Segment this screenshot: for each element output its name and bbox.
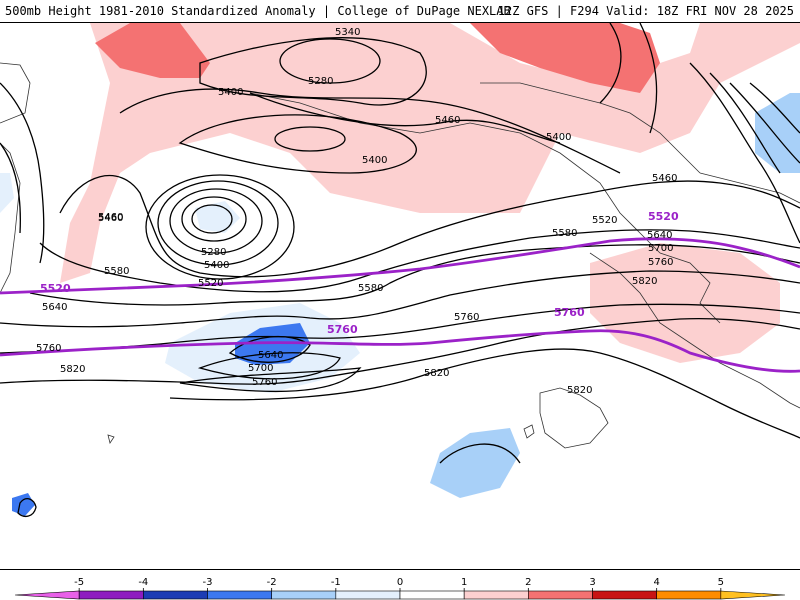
map-canvas: 5340 5280 5400 5460 5400 5400 5460 5460 … (0, 23, 800, 518)
contour-label: 5400 (218, 87, 243, 98)
legend-bin (720, 590, 786, 600)
legend-bin (143, 590, 208, 600)
legend-bin (271, 590, 337, 600)
legend-tick-label: -1 (331, 577, 341, 588)
contour-label: 5400 (204, 260, 229, 271)
contour-label: 5400 (546, 132, 571, 143)
positive-anomaly-region-ne (470, 23, 660, 93)
contour-label: 5460 (98, 212, 123, 223)
legend-bin (528, 590, 593, 600)
reference-contours (0, 237, 800, 373)
contour-label: 5640 (647, 230, 672, 241)
reference-contour-label: 5760 (327, 323, 358, 336)
legend-bin (78, 590, 144, 600)
negative-anomaly-region-hi (430, 428, 520, 498)
map-header: 500mb Height 1981-2010 Standardized Anom… (0, 0, 800, 22)
legend-bin (207, 590, 272, 600)
reference-contour-label: 5520 (648, 210, 679, 223)
legend-tick-label: -5 (74, 577, 84, 588)
contour-label: 5640 (42, 302, 67, 313)
legend-ticks: -5 -4 -3 -2 -1 0 1 2 3 4 5 (74, 577, 724, 591)
contour-label: 5400 (362, 155, 387, 166)
legend-tick-label: -4 (138, 577, 148, 588)
legend-bins (14, 590, 786, 600)
positive-anomaly-region-north (95, 23, 210, 78)
contour-label: 5640 (258, 350, 283, 361)
contour-label: 5460 (652, 173, 677, 184)
coastlines (0, 62, 800, 449)
legend-tick-label: -3 (203, 577, 213, 588)
color-legend: -5 -4 -3 -2 -1 0 1 2 3 4 5 (0, 570, 800, 600)
contour-label: 5760 (252, 377, 277, 388)
contour-label: 5520 (592, 215, 617, 226)
contour-label: 5820 (424, 368, 449, 379)
legend-tick-label: 1 (461, 577, 467, 588)
map-title: 500mb Height 1981-2010 Standardized Anom… (5, 4, 511, 18)
contour-label: 5760 (454, 312, 479, 323)
contour-label: 5760 (36, 343, 61, 354)
legend-bin (592, 590, 657, 600)
legend-bin (14, 590, 80, 600)
contour-label: 5700 (248, 363, 273, 374)
negative-anomaly-region-east (755, 93, 800, 173)
contour-label: 5340 (335, 27, 360, 38)
contour-label: 5820 (60, 364, 85, 375)
legend-tick-label: 2 (525, 577, 531, 588)
contour-label: 5280 (308, 76, 333, 87)
height-contour-labels: 5340 5280 5400 5460 5400 5400 5460 5460 … (36, 27, 677, 396)
contour-label: 5820 (632, 276, 657, 287)
legend-tick-label: 5 (718, 577, 724, 588)
negative-anomaly-region-west (0, 173, 14, 213)
contour-label: 5700 (648, 243, 673, 254)
legend-tick-label: 4 (653, 577, 659, 588)
negative-anomaly-small-sw (12, 493, 35, 516)
map-panel: 5340 5280 5400 5460 5400 5400 5460 5460 … (0, 22, 800, 570)
reference-contour-label: 5760 (554, 306, 585, 319)
legend-bin (656, 590, 722, 600)
legend-bin (463, 590, 529, 600)
color-legend-bar: -5 -4 -3 -2 -1 0 1 2 3 4 5 (14, 577, 786, 600)
legend-bin (399, 590, 465, 600)
contour-label: 5820 (567, 385, 592, 396)
height-contours (0, 23, 800, 518)
contour-label: 5460 (435, 115, 460, 126)
legend-bin (335, 590, 401, 600)
contour-label: 5580 (104, 266, 129, 277)
contour-label: 5580 (552, 228, 577, 239)
contour-label: 5460 (98, 213, 123, 224)
legend-tick-label: 3 (589, 577, 595, 588)
reference-contour-label: 5520 (40, 282, 71, 295)
contour-label: 5760 (648, 257, 673, 268)
contour-label: 5280 (201, 247, 226, 258)
contour-label: 5580 (358, 283, 383, 294)
negative-anomaly-region-low (195, 201, 240, 233)
legend-tick-label: 0 (397, 577, 403, 588)
legend-tick-label: -2 (267, 577, 277, 588)
reference-contour-labels: 5520 5520 5760 5760 (40, 210, 679, 336)
run-valid-time: 12Z GFS | F294 Valid: 18Z FRI NOV 28 202… (497, 4, 794, 18)
contour-label: 5520 (198, 278, 223, 289)
